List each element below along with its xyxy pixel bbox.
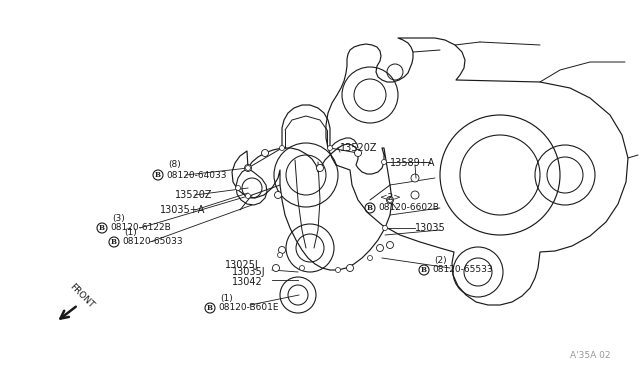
Circle shape [244, 164, 252, 171]
Circle shape [328, 145, 333, 151]
Circle shape [317, 164, 323, 171]
Text: (1): (1) [220, 294, 233, 302]
Text: 13025J: 13025J [225, 260, 259, 270]
Text: 13520Z: 13520Z [175, 190, 212, 200]
Text: B: B [99, 224, 105, 232]
Circle shape [387, 196, 394, 203]
Circle shape [381, 160, 387, 164]
Text: 13035+A: 13035+A [160, 205, 205, 215]
Circle shape [246, 166, 250, 170]
Text: 13035J: 13035J [232, 267, 266, 277]
Circle shape [387, 198, 392, 202]
Circle shape [262, 150, 269, 157]
Text: 08120-6602B: 08120-6602B [378, 203, 439, 212]
Text: 08120-65033: 08120-65033 [122, 237, 182, 247]
Circle shape [246, 193, 250, 199]
Circle shape [273, 264, 280, 272]
Circle shape [278, 247, 285, 253]
Text: 13042: 13042 [232, 277, 263, 287]
Text: (1): (1) [124, 228, 137, 237]
Text: 08120-65533: 08120-65533 [432, 266, 493, 275]
Text: B: B [155, 171, 161, 179]
Circle shape [355, 150, 362, 157]
Text: B: B [207, 304, 213, 312]
Text: 13520Z: 13520Z [340, 143, 378, 153]
Text: 08120-B601E: 08120-B601E [218, 304, 278, 312]
Text: (8): (8) [168, 160, 180, 170]
Text: B: B [111, 238, 117, 246]
Text: B: B [367, 204, 373, 212]
Text: <2>: <2> [380, 193, 401, 202]
Circle shape [335, 267, 340, 273]
Text: (3): (3) [112, 214, 125, 222]
Text: 08120-6122B: 08120-6122B [110, 224, 171, 232]
Circle shape [411, 174, 419, 182]
Circle shape [387, 241, 394, 248]
Text: B: B [421, 266, 427, 274]
Circle shape [411, 191, 419, 199]
Text: FRONT: FRONT [68, 282, 96, 310]
Circle shape [275, 192, 282, 199]
Text: A'35A 02: A'35A 02 [570, 350, 611, 359]
Circle shape [236, 186, 241, 190]
Circle shape [383, 225, 387, 231]
Circle shape [367, 256, 372, 260]
Text: 13035: 13035 [415, 223, 445, 233]
Text: (2): (2) [434, 256, 447, 264]
Text: 08120-64033: 08120-64033 [166, 170, 227, 180]
Circle shape [376, 244, 383, 251]
Circle shape [346, 264, 353, 272]
Circle shape [280, 145, 285, 151]
Circle shape [300, 266, 305, 270]
Circle shape [278, 253, 282, 257]
Text: 13589+A: 13589+A [390, 158, 435, 168]
